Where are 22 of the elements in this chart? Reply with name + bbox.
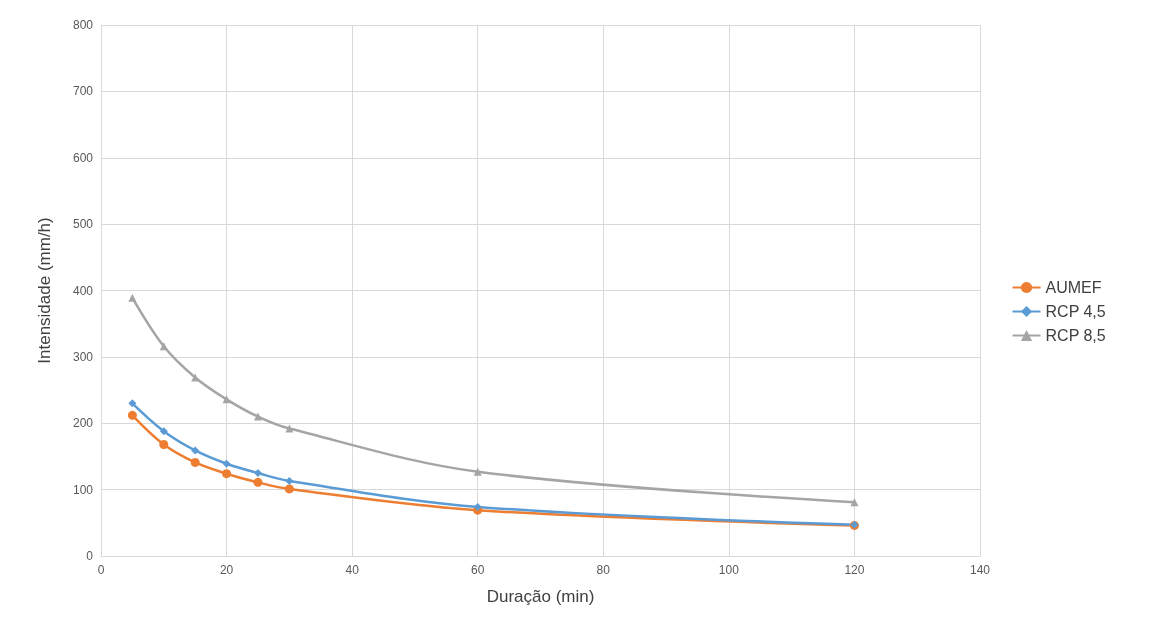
x-axis-title: Duração (min) [486, 587, 595, 606]
legend-label: RCP 4,5 [1045, 303, 1106, 320]
y-tick-label: 700 [72, 84, 94, 99]
x-tick-label: 120 [844, 563, 865, 577]
y-tick-label: 400 [72, 283, 94, 298]
y-tick-label: 800 [72, 18, 94, 32]
x-tick-label: 80 [596, 563, 611, 577]
y-tick-label: 300 [72, 349, 94, 364]
x-tick-label: 40 [345, 563, 360, 577]
y-tick-label: 100 [72, 482, 94, 497]
x-tick-label: 60 [471, 563, 485, 577]
legend-label: RCP 8,5 [1045, 327, 1106, 344]
y-tick-label: 500 [72, 217, 94, 232]
x-tick-label: 0 [97, 563, 105, 577]
y-tick-label: 200 [72, 416, 94, 431]
x-tick-label: 20 [219, 563, 234, 577]
y-tick-label: 0 [86, 549, 94, 563]
x-tick-label: 100 [718, 563, 740, 577]
y-tick-label: 600 [72, 150, 94, 165]
y-axis-title: Intensidade (mm/h) [35, 217, 54, 364]
x-tick-label: 140 [969, 563, 991, 577]
legend-label: AUMEF [1045, 279, 1102, 296]
